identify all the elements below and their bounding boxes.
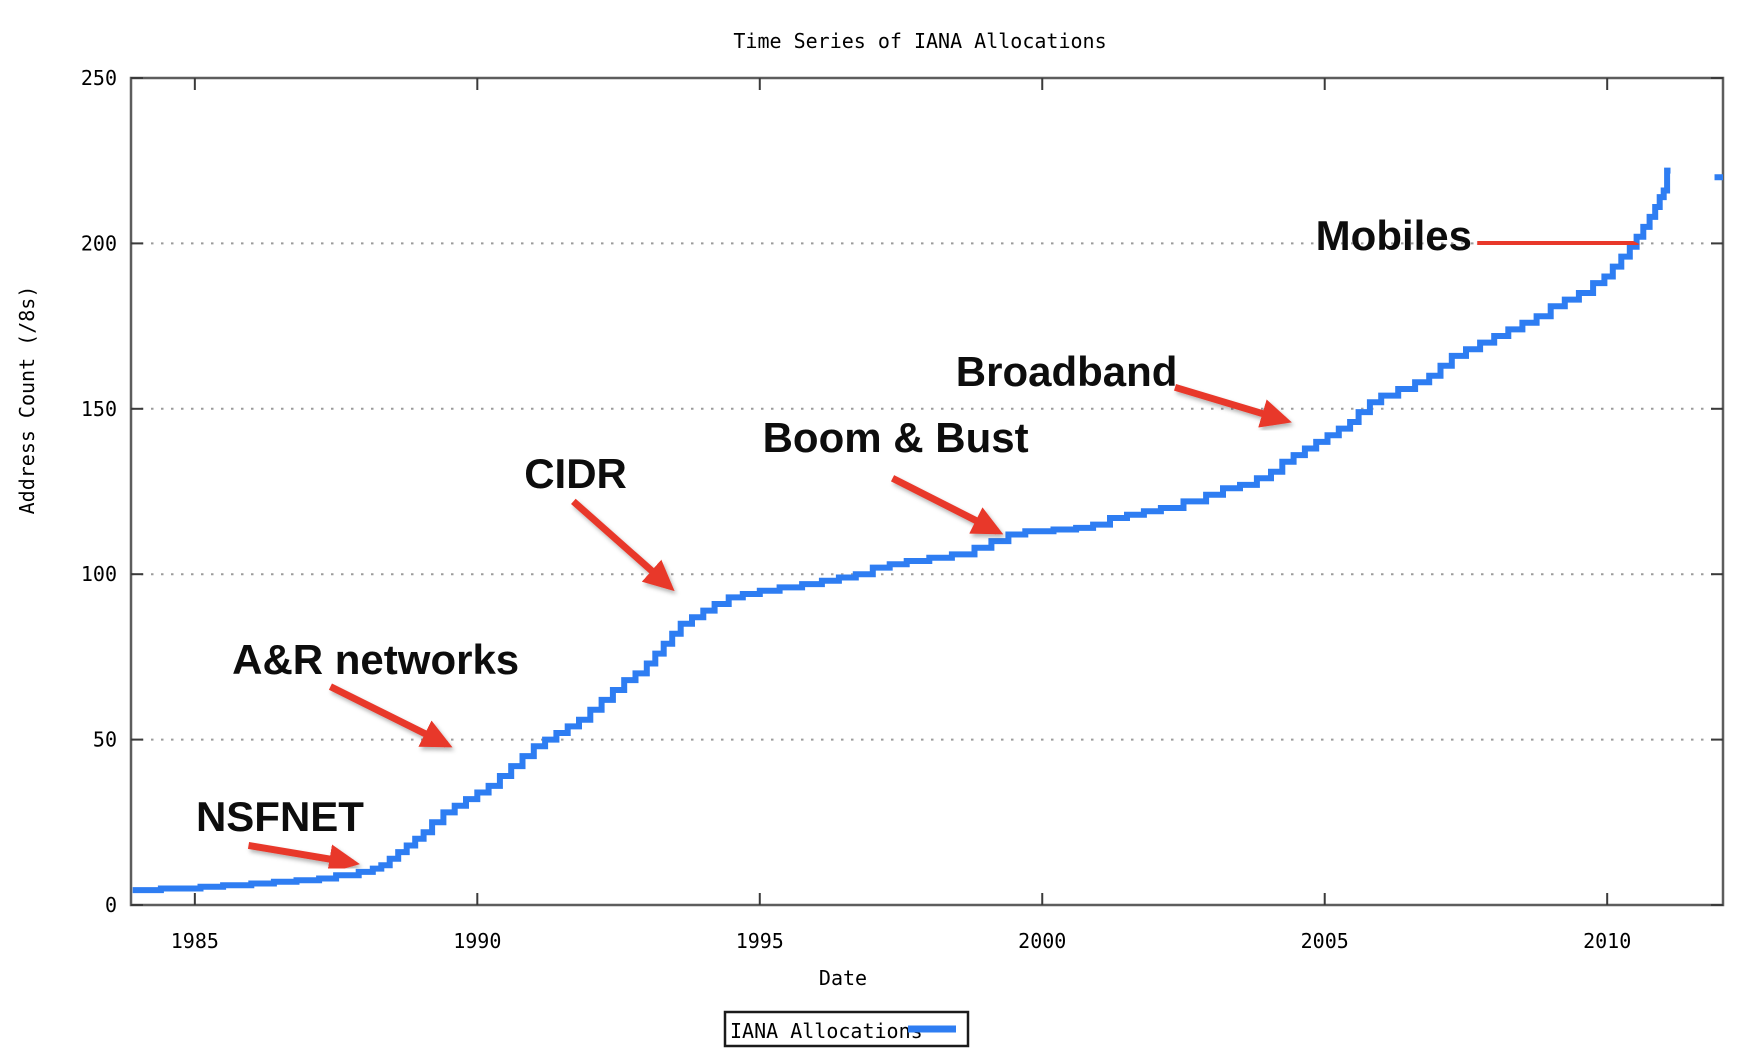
tick-labels: 1985 1990 1995 2000 2005 2010 0 50 100 150 200 250: [81, 66, 1631, 953]
x-tick-label-1990: 1990: [453, 929, 501, 953]
annotation-label-cidr: CIDR: [524, 450, 627, 497]
annotation-arrow-a-r-networks: [328, 683, 453, 748]
annotation-label-broadband: Broadband: [956, 348, 1178, 395]
y-axis-label: Address Count (/8s): [15, 286, 39, 515]
plot-border: [129, 76, 1725, 907]
annotation-arrow-nsfnet: [247, 842, 360, 874]
y-tick-label-250: 250: [81, 66, 117, 90]
y-tick-label-50: 50: [93, 728, 117, 752]
axis-ticks: [131, 77, 1723, 906]
legend: IANA Allocations: [723, 1010, 970, 1048]
y-tick-label-200: 200: [81, 231, 117, 255]
x-tick-label-2005: 2005: [1301, 929, 1349, 953]
chart-title: Time Series of IANA Allocations: [733, 29, 1106, 53]
y-tick-label-0: 0: [105, 893, 117, 917]
annotation-arrow-broadband: [1174, 383, 1292, 428]
y-tick-label-150: 150: [81, 397, 117, 421]
y-tick-label-100: 100: [81, 562, 117, 586]
x-tick-label-2000: 2000: [1018, 929, 1066, 953]
series-group: [132, 167, 1723, 894]
legend-label: IANA Allocations: [730, 1019, 923, 1043]
annotation-label-mobiles: Mobiles: [1316, 212, 1472, 259]
annotation-arrow-cidr: [571, 498, 675, 592]
series-line-iana-allocations: [132, 167, 1671, 894]
annotation-arrow-mobiles: [1477, 229, 1640, 259]
annotation-arrow-boom-bust: [890, 475, 1004, 535]
annotation-label-nsfnet: NSFNET: [196, 793, 364, 840]
x-tick-label-2010: 2010: [1583, 929, 1631, 953]
x-tick-label-1985: 1985: [171, 929, 219, 953]
annotation-label-boom-bust: Boom & Bust: [763, 414, 1029, 461]
annotations-group: NSFNET A&R networks CIDR Boom & Bust Broadba…: [196, 212, 1640, 874]
annotation-label-a-r-networks: A&R networks: [232, 636, 519, 683]
x-tick-label-1995: 1995: [736, 929, 784, 953]
x-axis-label: Date: [819, 966, 867, 990]
